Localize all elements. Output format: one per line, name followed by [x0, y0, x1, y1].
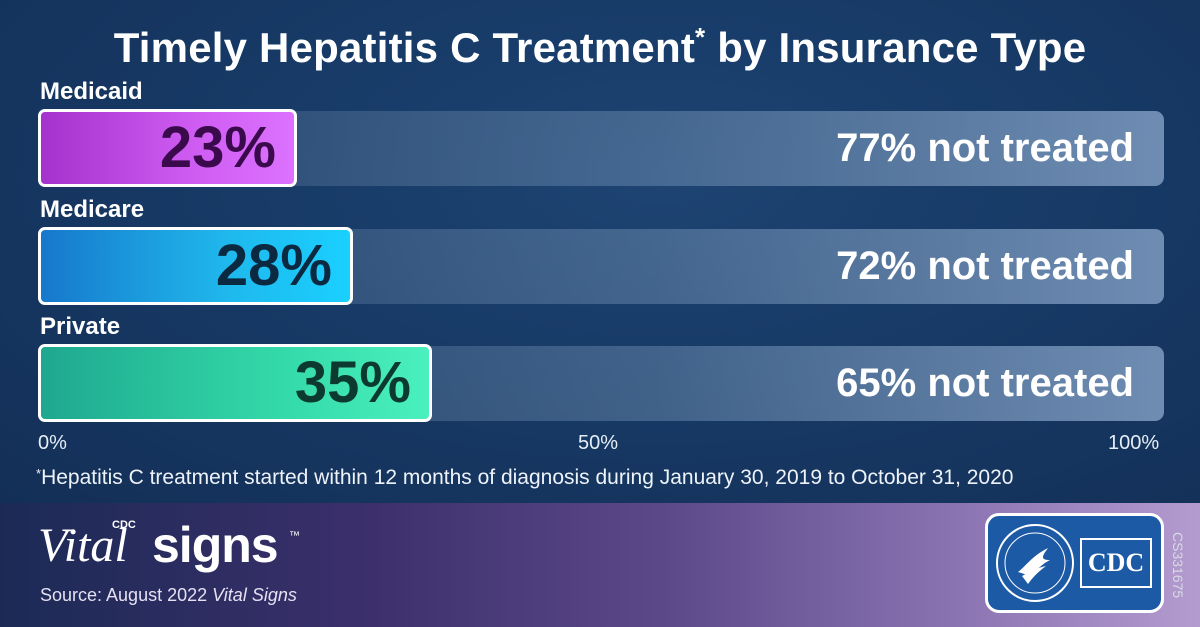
hhs-eagle-seal-icon: [996, 524, 1074, 602]
x-tick-100: 100%: [1108, 432, 1160, 454]
source-prefix: Source: August 2022: [40, 585, 213, 605]
bar-private: 35%: [38, 344, 432, 422]
category-label-private: Private: [40, 313, 121, 340]
title-suffix: by Insurance Type: [717, 24, 1087, 71]
cdc-logo-text: CDC: [1080, 538, 1152, 588]
vital-signs-logo-vital: Vital: [38, 519, 128, 572]
footnote: *Hepatitis C treatment started within 12…: [36, 466, 1013, 490]
source-italic: Vital Signs: [212, 585, 297, 605]
bar-label-medicare: 28%: [215, 233, 332, 298]
chart-title: Timely Hepatitis C Treatment* by Insuran…: [0, 22, 1200, 72]
source-line: Source: August 2022 Vital Signs: [40, 585, 297, 606]
bar-label-medicaid: 23%: [159, 115, 276, 180]
bar-medicaid: 23%: [38, 109, 297, 187]
hhs-cdc-logo-badge: CDC: [985, 513, 1164, 613]
vital-signs-logo-signs: signs: [152, 517, 279, 573]
document-code: CS331675: [1170, 532, 1186, 599]
vital-signs-logo-cdc: CDC: [112, 519, 136, 531]
category-label-medicaid: Medicaid: [40, 78, 143, 105]
bar-label-private: 35%: [294, 350, 411, 415]
footnote-text: Hepatitis C treatment started within 12 …: [41, 466, 1014, 489]
not-treated-label-private: 65% not treated: [836, 361, 1134, 405]
title-marker: *: [695, 22, 706, 52]
not-treated-label-medicare: 72% not treated: [836, 244, 1134, 288]
x-tick-0: 0%: [38, 432, 67, 454]
title-text: Timely Hepatitis C Treatment: [113, 24, 696, 71]
category-label-medicare: Medicare: [40, 196, 145, 223]
not-treated-label-medicaid: 77% not treated: [836, 126, 1134, 170]
footnote-marker: *: [36, 466, 42, 481]
x-tick-50: 50%: [578, 432, 619, 454]
trademark-symbol: ™: [289, 530, 300, 542]
bar-medicare: 28%: [38, 227, 353, 305]
